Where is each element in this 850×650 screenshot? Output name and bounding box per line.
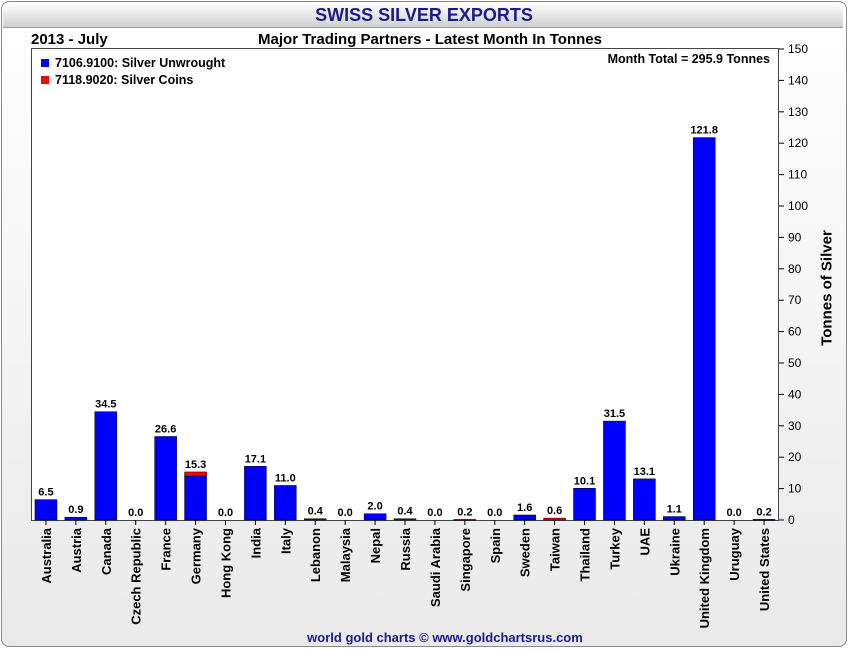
legend: 7106.9100: Silver Unwrought 7118.9020: S…: [41, 54, 225, 88]
bar-coins-17: [543, 517, 566, 521]
bar-unwrought-11: [363, 513, 387, 521]
bar-unwrought-2: [94, 411, 118, 521]
bar-unwrought-12: [393, 518, 417, 521]
chart-title: SWISS SILVER EXPORTS: [315, 5, 533, 25]
chart-subtitle: Major Trading Partners - Latest Month In…: [258, 31, 602, 48]
x-tick-label-16: Sweden: [518, 528, 533, 577]
x-tick-label-3: Czech Republic: [129, 528, 144, 625]
legend-swatch-coins: [41, 75, 49, 84]
y-tick-label-10: 10: [788, 482, 802, 496]
y-tick-label-130: 130: [788, 105, 808, 119]
x-tick-label-10: Malaysia: [338, 527, 353, 582]
x-tick-label-0: Australia: [39, 527, 54, 583]
data-label-9: 0.4: [308, 506, 324, 518]
data-label-4: 26.6: [155, 423, 176, 435]
x-tick-label-2: Canada: [99, 527, 114, 575]
bar-unwrought-5: [184, 475, 207, 521]
y-tick-label-70: 70: [788, 293, 802, 307]
data-label-16: 1.6: [517, 502, 532, 514]
y-tick-label-80: 80: [788, 262, 802, 276]
y-tick-label-0: 0: [788, 513, 795, 527]
bar-unwrought-7: [244, 466, 267, 521]
bar-unwrought-1: [64, 516, 88, 521]
bar-unwrought-22: [692, 137, 716, 521]
x-tick-label-13: Saudi Arabia: [428, 527, 443, 607]
x-tick-label-4: France: [159, 528, 174, 571]
data-label-18: 10.1: [574, 475, 595, 487]
x-tick-label-18: Thailand: [578, 528, 593, 582]
bar-unwrought-19: [603, 420, 626, 521]
x-tick-label-22: United Kingdom: [697, 528, 712, 628]
data-label-24: 0.2: [756, 506, 771, 518]
data-label-12: 0.4: [397, 506, 413, 518]
data-label-19: 31.5: [604, 408, 625, 420]
x-tick-label-19: Turkey: [607, 527, 622, 569]
legend-label-unwrought: 7106.9100: Silver Unwrought: [55, 55, 226, 70]
bar-unwrought-4: [154, 436, 177, 521]
data-label-11: 2.0: [367, 501, 382, 513]
data-label-23: 0.0: [726, 507, 741, 519]
x-tick-label-7: India: [248, 527, 263, 558]
period-label: 2013 - July: [31, 31, 108, 48]
x-tick-label-15: Spain: [488, 528, 503, 563]
bar-unwrought-9: [303, 518, 327, 521]
x-tick-label-12: Russia: [398, 527, 413, 570]
y-tick-label-120: 120: [788, 136, 808, 150]
y-tick-label-50: 50: [788, 356, 802, 370]
data-label-0: 6.5: [38, 487, 53, 499]
data-label-21: 1.1: [667, 504, 682, 516]
data-label-2: 34.5: [95, 399, 116, 411]
data-label-6: 0.0: [218, 507, 233, 519]
y-tick-label-140: 140: [788, 73, 808, 87]
data-label-1: 0.9: [68, 504, 83, 516]
data-label-5: 15.3: [185, 459, 206, 471]
x-tick-label-6: Hong Kong: [218, 528, 233, 598]
x-tick-label-8: Italy: [278, 527, 293, 554]
x-tick-label-24: United States: [757, 528, 772, 611]
x-tick-label-23: Uruguay: [727, 527, 742, 581]
data-label-10: 0.0: [338, 507, 353, 519]
data-label-8: 11.0: [275, 472, 296, 484]
bar-unwrought-18: [573, 488, 596, 521]
x-tick-label-9: Lebanon: [308, 528, 323, 582]
bar-unwrought-16: [513, 514, 536, 521]
legend-label-coins: 7118.9020: Silver Coins: [55, 72, 194, 87]
legend-item-coins: 7118.9020: Silver Coins: [41, 71, 225, 88]
data-label-7: 17.1: [245, 453, 266, 465]
x-tick-label-20: UAE: [637, 528, 652, 556]
y-tick-label-20: 20: [788, 450, 802, 464]
data-label-14: 0.2: [457, 506, 472, 518]
y-tick-label-100: 100: [788, 199, 808, 213]
x-tick-label-21: Ukraine: [667, 528, 682, 576]
data-label-3: 0.0: [128, 507, 143, 519]
bar-unwrought-20: [633, 478, 656, 521]
data-label-15: 0.0: [487, 507, 502, 519]
x-tick-label-17: Taiwan: [548, 528, 563, 571]
y-tick-label-150: 150: [788, 42, 808, 56]
y-tick-label-40: 40: [788, 387, 802, 401]
title-band: [3, 3, 843, 28]
y-tick-label-30: 30: [788, 419, 802, 433]
legend-swatch-unwrought: [41, 58, 49, 67]
bar-unwrought-21: [663, 516, 686, 521]
bar-unwrought-0: [34, 499, 58, 521]
x-tick-label-11: Nepal: [368, 528, 383, 563]
y-tick-label-90: 90: [788, 230, 802, 244]
bar-coins-5: [184, 471, 207, 477]
data-label-20: 13.1: [634, 466, 655, 478]
data-label-22: 121.8: [690, 125, 718, 137]
y-tick-label-60: 60: [788, 325, 802, 339]
month-total: Month Total = 295.9 Tonnes: [607, 52, 770, 66]
y-axis-label: Tonnes of Silver: [818, 230, 836, 346]
data-label-13: 0.0: [427, 507, 442, 519]
footer-credit: world gold charts © www.goldchartsrus.co…: [307, 630, 583, 645]
bar-unwrought-8: [274, 485, 297, 521]
y-tick-label-110: 110: [788, 168, 807, 182]
x-tick-label-1: Austria: [69, 527, 84, 573]
data-label-17: 0.6: [547, 505, 562, 517]
x-tick-label-14: Singapore: [458, 528, 473, 592]
legend-item-unwrought: 7106.9100: Silver Unwrought: [41, 54, 225, 71]
x-tick-label-5: Germany: [189, 527, 204, 584]
